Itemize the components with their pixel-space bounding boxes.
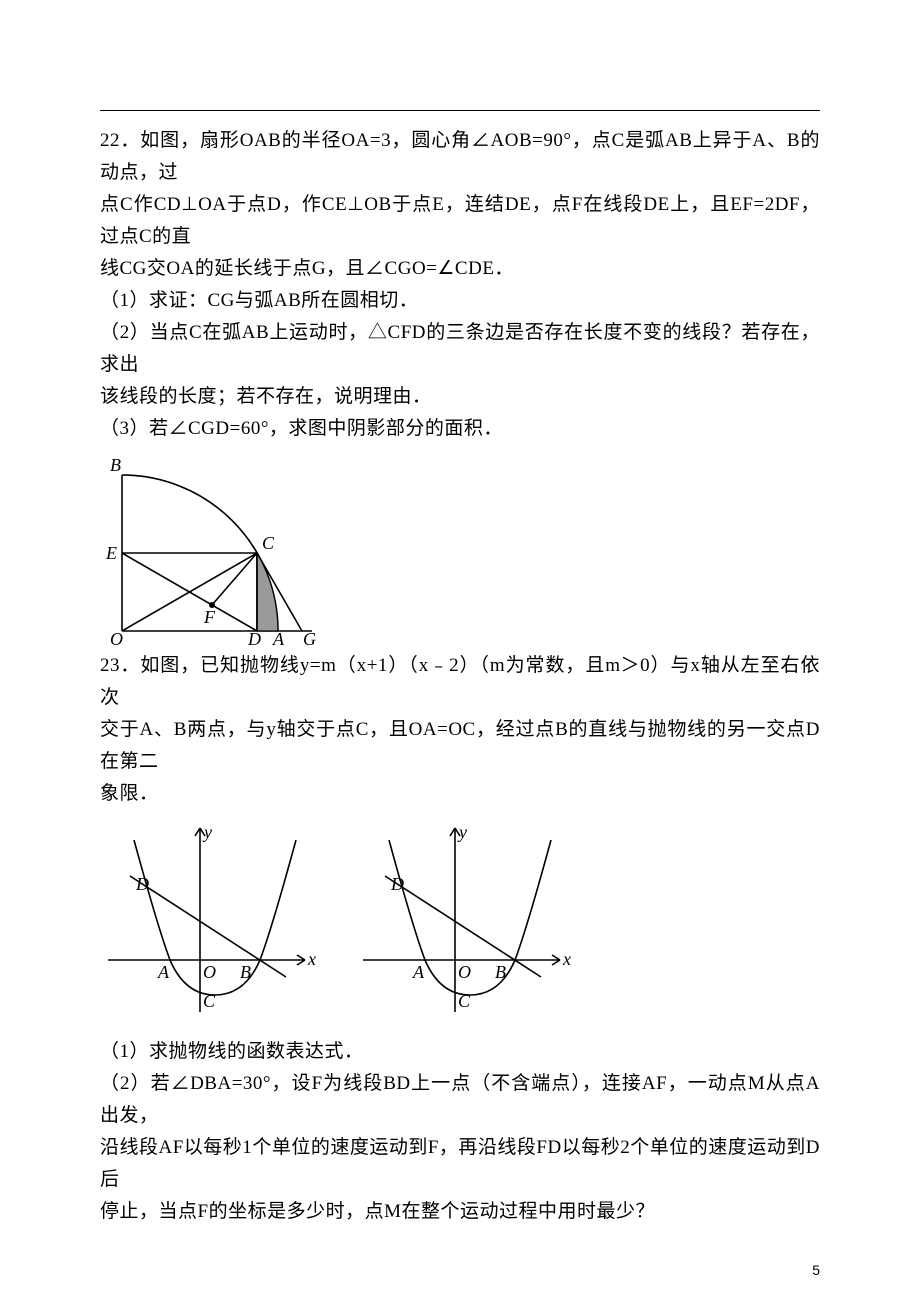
label-G: G bbox=[303, 629, 316, 646]
label-x: x bbox=[562, 949, 571, 969]
q23-part2-line3: 停止，当点F的坐标是多少时，点M在整个运动过程中用时最少？ bbox=[100, 1196, 820, 1228]
label-O: O bbox=[458, 962, 471, 982]
q23-stem-line2: 交于A、B两点，与y轴交于点C，且OA=OC，经过点B的直线与抛物线的另一交点D… bbox=[100, 714, 820, 778]
label-A: A bbox=[272, 629, 285, 646]
q23-figure-row: y x D A O C B y x D A O C bbox=[100, 820, 820, 1020]
shaded-region bbox=[257, 553, 278, 631]
q22-stem-line1: 22．如图，扇形OAB的半径OA=3，圆心角∠AOB=90°，点C是弧AB上异于… bbox=[100, 125, 820, 189]
label-B: B bbox=[110, 455, 121, 475]
q23-stem-line1: 23．如图，已知抛物线y=m（x+1）（x﹣2）（m为常数，且m＞0）与x轴从左… bbox=[100, 650, 820, 714]
q23-stem-line3: 象限． bbox=[100, 778, 820, 810]
page-number: 5 bbox=[812, 1262, 820, 1278]
label-B: B bbox=[495, 962, 506, 982]
q22-part2-line2: 该线段的长度；若不存在，说明理由． bbox=[100, 381, 820, 413]
label-y: y bbox=[202, 822, 212, 842]
label-D: D bbox=[135, 874, 149, 894]
label-D: D bbox=[247, 629, 261, 646]
top-rule bbox=[100, 110, 820, 111]
label-C: C bbox=[203, 991, 216, 1011]
label-F: F bbox=[203, 607, 216, 627]
q23-figure-left: y x D A O C B bbox=[100, 820, 325, 1020]
q22-part1: （1）求证：CG与弧AB所在圆相切． bbox=[100, 285, 820, 317]
q23-part1: （1）求抛物线的函数表达式． bbox=[100, 1036, 820, 1068]
q22-stem-line3: 线CG交OA的延长线于点G，且∠CGO=∠CDE． bbox=[100, 253, 820, 285]
q22-part3: （3）若∠CGD=60°，求图中阴影部分的面积． bbox=[100, 413, 820, 445]
page: 22．如图，扇形OAB的半径OA=3，圆心角∠AOB=90°，点C是弧AB上异于… bbox=[0, 0, 920, 1302]
q23-part2-line1: （2）若∠DBA=30°，设F为线段BD上一点（不含端点），连接AF，一动点M从… bbox=[100, 1068, 820, 1132]
label-x: x bbox=[307, 949, 316, 969]
label-O: O bbox=[110, 629, 123, 646]
label-y: y bbox=[457, 822, 467, 842]
q23-part2-line2: 沿线段AF以每秒1个单位的速度运动到F，再沿线段FD以每秒2个单位的速度运动到D… bbox=[100, 1132, 820, 1196]
q23-figure-right: y x D A O C B bbox=[355, 820, 580, 1020]
label-B: B bbox=[240, 962, 251, 982]
label-D: D bbox=[390, 874, 404, 894]
q22-figure: B E C O F D A G bbox=[100, 451, 335, 646]
label-C: C bbox=[262, 533, 275, 553]
label-C: C bbox=[458, 991, 471, 1011]
label-O: O bbox=[203, 962, 216, 982]
q22-part2-line1: （2）当点C在弧AB上运动时，△CFD的三条边是否存在长度不变的线段？若存在，求… bbox=[100, 317, 820, 381]
q22-stem-line2: 点C作CD⊥OA于点D，作CE⊥OB于点E，连结DE，点F在线段DE上，且EF=… bbox=[100, 189, 820, 253]
label-A: A bbox=[157, 962, 170, 982]
label-A: A bbox=[412, 962, 425, 982]
label-E: E bbox=[105, 543, 117, 563]
